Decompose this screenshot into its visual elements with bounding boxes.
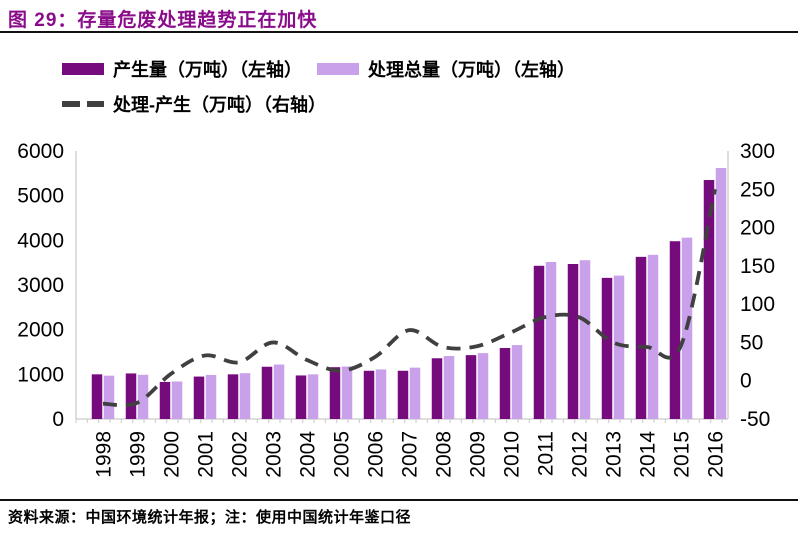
production-swatch-icon — [62, 63, 104, 75]
x-axis-label: 2000 — [161, 431, 184, 478]
x-axis-label: 2002 — [229, 431, 252, 478]
x-axis-label: 2007 — [399, 431, 422, 478]
y-axis-label-right: 200 — [740, 217, 775, 240]
legend-item-treatment: 处理总量（万吨）（左轴） — [317, 56, 575, 82]
footer-rule — [0, 499, 798, 501]
bar-production-2015 — [669, 241, 681, 419]
x-axis-label: 2008 — [433, 431, 456, 478]
legend-item-production: 产生量（万吨）（左轴） — [62, 56, 302, 82]
x-axis-label: 2006 — [365, 431, 388, 478]
bar-treatment-2014 — [647, 254, 659, 419]
bar-production-2014 — [635, 256, 647, 419]
bar-production-2006 — [363, 370, 375, 419]
x-axis-label: 2009 — [467, 431, 490, 478]
source-note: 资料来源：中国环境统计年报；注：使用中国统计年鉴口径 — [8, 509, 412, 526]
y-axis-label-right: 50 — [740, 331, 763, 354]
bar-production-2004 — [295, 375, 307, 419]
diff-line — [102, 188, 717, 408]
y-axis-label-left: 3000 — [17, 274, 64, 297]
x-axis-label: 2015 — [671, 431, 694, 478]
y-axis-label-left: 1000 — [17, 363, 64, 386]
legend-item-diff: 处理-产生（万吨）（右轴） — [62, 91, 326, 117]
x-axis-label: 2005 — [331, 431, 354, 478]
x-axis-label: 2004 — [297, 431, 320, 478]
bar-treatment-2006 — [375, 369, 387, 419]
bar-production-2005 — [329, 367, 341, 419]
legend-label-diff: 处理-产生（万吨）（右轴） — [113, 95, 326, 115]
bar-treatment-2011 — [545, 261, 557, 419]
title-rule — [0, 31, 798, 33]
bar-production-2001 — [193, 376, 205, 419]
x-axis-label: 2010 — [501, 431, 524, 478]
bar-production-2000 — [159, 381, 171, 419]
x-axis-label: 2013 — [603, 431, 626, 478]
page-title: 图 29：存量危废处理趋势正在加快 — [8, 10, 318, 31]
y-axis-label-left: 6000 — [17, 140, 64, 163]
y-axis-label-left: 2000 — [17, 319, 64, 342]
bar-production-2016 — [703, 180, 715, 419]
legend-label-treatment: 处理总量（万吨）（左轴） — [368, 60, 575, 80]
bar-production-2009 — [465, 355, 477, 419]
x-axis-label: 2011 — [535, 431, 558, 476]
bar-production-2011 — [533, 265, 545, 419]
bar-production-2012 — [567, 264, 579, 419]
bar-treatment-2016 — [715, 167, 727, 419]
y-axis-label-left: 4000 — [17, 229, 64, 252]
bar-treatment-2003 — [273, 364, 285, 419]
legend-label-production: 产生量（万吨）（左轴） — [113, 60, 302, 80]
bar-treatment-2007 — [409, 367, 421, 419]
bar-treatment-2000 — [171, 381, 183, 419]
x-axis-label: 2012 — [569, 431, 592, 478]
treatment-swatch-icon — [317, 63, 359, 75]
y-axis-label-right: -50 — [740, 408, 770, 431]
bar-production-2002 — [227, 374, 239, 419]
x-axis-label: 1998 — [93, 431, 116, 478]
bar-production-2013 — [601, 277, 613, 419]
bar-treatment-1999 — [137, 374, 149, 419]
x-axis-label: 1999 — [127, 431, 150, 478]
bar-treatment-2008 — [443, 356, 455, 419]
bar-treatment-2005 — [341, 366, 353, 419]
bar-treatment-2002 — [239, 373, 251, 419]
bar-treatment-2001 — [205, 375, 217, 419]
x-axis-label: 2016 — [705, 431, 728, 478]
bar-production-1998 — [91, 374, 103, 419]
x-axis-label: 2014 — [637, 431, 660, 478]
x-axis-label: 2001 — [195, 431, 218, 478]
bar-production-2010 — [499, 347, 511, 419]
y-axis-label-right: 300 — [740, 140, 775, 163]
bar-production-2008 — [431, 358, 443, 419]
bar-treatment-2009 — [477, 353, 489, 419]
y-axis-label-left: 0 — [52, 408, 64, 431]
y-axis-label-right: 100 — [740, 293, 775, 316]
y-axis-label-left: 5000 — [17, 185, 64, 208]
bar-production-2003 — [261, 366, 273, 419]
bar-production-1999 — [125, 373, 137, 419]
y-axis-label-right: 150 — [740, 255, 775, 278]
bar-treatment-1998 — [103, 375, 115, 419]
x-axis-label: 2003 — [263, 431, 286, 478]
bar-treatment-2013 — [613, 275, 625, 419]
bar-production-2007 — [397, 370, 409, 419]
bar-treatment-2004 — [307, 374, 319, 419]
y-axis-label-right: 250 — [740, 178, 775, 201]
dash-line-swatch-icon — [62, 101, 104, 107]
y-axis-label-right: 0 — [740, 370, 752, 393]
bar-treatment-2012 — [579, 260, 591, 419]
bar-treatment-2010 — [511, 345, 523, 419]
